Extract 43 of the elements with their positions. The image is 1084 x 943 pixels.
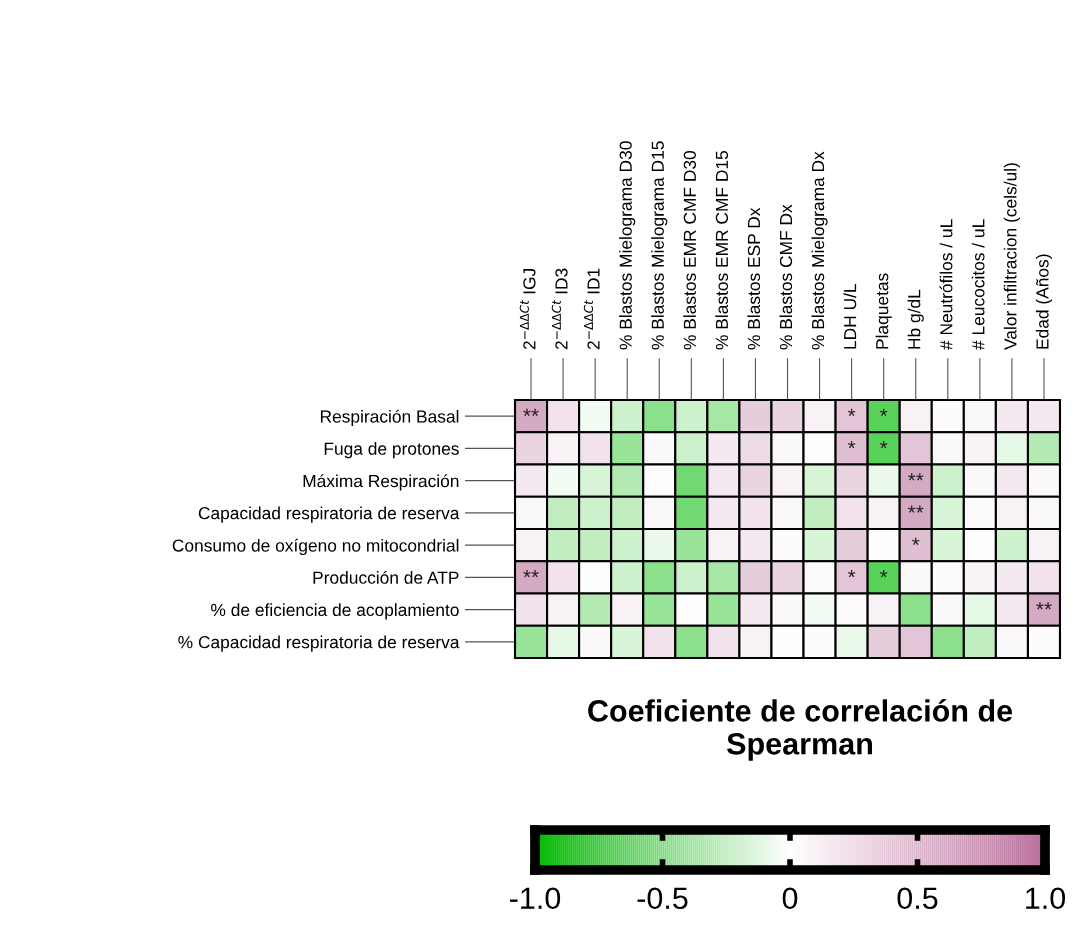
data-label: * bbox=[912, 537, 920, 546]
data-label: ** bbox=[523, 570, 539, 578]
y-tick-label: Respiración Basal bbox=[320, 409, 459, 427]
data-label: ** bbox=[523, 408, 539, 417]
x-tick-label: 2$^{−ΔΔCt}$ ID3 bbox=[551, 268, 568, 350]
x-tick-label: # Neutrófilos / uL bbox=[939, 219, 953, 350]
y-tick-label: Capacidad respiratoria de reserva bbox=[198, 506, 460, 523]
y-tick-label: Consumo de oxígeno no mitocondrial bbox=[172, 538, 459, 556]
x-tick-label: Hb g/dL bbox=[907, 289, 924, 349]
x-tick-label: Valor infiltracion (cels/ul) bbox=[1003, 163, 1020, 350]
data-label: ** bbox=[907, 473, 924, 481]
data-label: * bbox=[847, 441, 856, 449]
color-bar-label: 0 bbox=[782, 887, 798, 910]
y-tick-label: % de eficiencia de acoplamiento bbox=[211, 603, 459, 620]
x-tick-label: % Blastos Mielograma D30 bbox=[619, 141, 636, 350]
x-tick-label: % Blastos CMF Dx bbox=[779, 204, 793, 350]
color-bar-label: -0.5 bbox=[637, 887, 688, 910]
y-tick-label: Máxima Respiración bbox=[303, 474, 459, 491]
data-label: * bbox=[879, 441, 888, 449]
color-bar-label: 1.0 bbox=[1026, 887, 1066, 910]
data-label: ** bbox=[1036, 602, 1052, 610]
color-bar-title: Coeficiente de correlación de Spearman bbox=[588, 699, 1013, 761]
data-label: * bbox=[879, 570, 888, 578]
x-tick-label: Plaquetas bbox=[875, 273, 892, 349]
data-label: ** bbox=[907, 505, 924, 513]
x-tick-label: 2$^{−ΔΔCt}$ IGJ bbox=[519, 269, 536, 350]
x-tick-label: % Blastos Mielograma D15 bbox=[651, 141, 668, 350]
color-bar-label: 0.5 bbox=[897, 887, 938, 910]
x-tick-label: LDH U/L bbox=[843, 284, 857, 349]
color-bar-label: -1.0 bbox=[510, 887, 561, 910]
data-label: * bbox=[879, 408, 888, 417]
x-tick-label: % Blastos EMR CMF D15 bbox=[715, 151, 729, 350]
y-tick-label: % Capacidad respiratoria de reserva bbox=[178, 635, 460, 652]
data-label: * bbox=[847, 408, 856, 417]
x-tick-label: % Blastos Mielograma Dx bbox=[811, 151, 828, 350]
x-tick-label: % Blastos EMR CMF D30 bbox=[683, 150, 696, 350]
x-tick-label: 2$^{−ΔΔCt}$ ID1 bbox=[583, 268, 600, 350]
data-label: * bbox=[847, 570, 856, 578]
y-tick-label: Fuga de protones bbox=[324, 442, 459, 459]
x-tick-label: Edad (Años) bbox=[1035, 254, 1053, 349]
x-tick-label: % Blastos ESP Dx bbox=[747, 207, 761, 350]
x-tick-label: # Leucocitos / uL bbox=[971, 219, 985, 350]
y-tick-label: Producción de ATP bbox=[313, 570, 459, 584]
